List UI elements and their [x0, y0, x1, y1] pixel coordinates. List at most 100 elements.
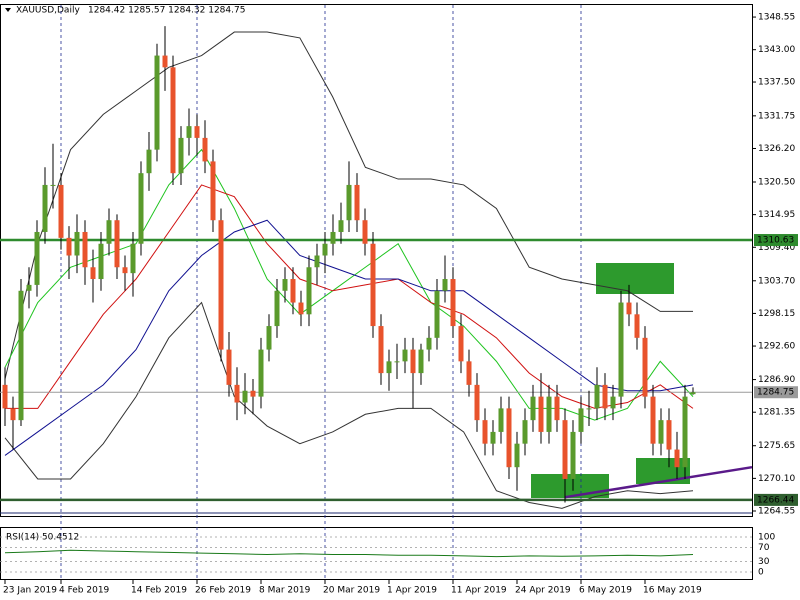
candle-body: [522, 420, 528, 444]
candle-body: [330, 231, 336, 244]
candle-body: [322, 243, 328, 256]
level-label: 1284.75: [757, 388, 794, 398]
candle-body: [554, 396, 560, 421]
candle-body: [506, 408, 512, 468]
candle-body: [2, 384, 8, 409]
indicator-line: [4, 219, 694, 456]
x-tick-label: 14 Feb 2019: [131, 586, 187, 596]
candle-body: [186, 126, 192, 138]
candle-body: [378, 326, 384, 374]
candle-body: [458, 326, 464, 362]
candle-body: [490, 431, 496, 444]
candle-body: [538, 396, 544, 432]
y-tick-label: 1275.65: [758, 441, 795, 451]
y-tick-label: 1314.95: [758, 210, 795, 220]
candle-body: [362, 220, 368, 244]
candle-body: [202, 137, 208, 162]
y-tick-label: 1298.15: [758, 309, 795, 319]
candle-body: [210, 161, 216, 221]
candle-body: [602, 384, 608, 409]
candle-body: [162, 55, 168, 68]
candle-body: [98, 243, 104, 280]
candle-body: [682, 396, 688, 468]
y-tick-label: 1286.90: [758, 375, 795, 385]
y-tick-label: 1337.50: [758, 78, 795, 88]
level-label-box: [754, 386, 798, 399]
candle-body: [410, 349, 416, 374]
candle-body: [26, 284, 32, 291]
menu-arrow[interactable]: [5, 8, 11, 12]
candle-body: [314, 255, 320, 268]
candle-body: [578, 408, 584, 432]
candle-body: [594, 384, 600, 409]
candle-body: [74, 231, 80, 256]
x-tick-label: 24 Apr 2019: [515, 586, 571, 596]
candle-body: [170, 67, 176, 174]
rsi-label: RSI(14) 50.4512: [6, 533, 79, 543]
candle-body: [66, 237, 72, 256]
x-tick-label: 6 May 2019: [579, 586, 632, 596]
candle-body: [146, 149, 152, 174]
candle-body: [650, 396, 656, 444]
y-tick-label: 1292.60: [758, 342, 795, 352]
candle-body: [250, 390, 256, 397]
candle-body: [434, 290, 440, 338]
candle-body: [482, 420, 488, 444]
x-tick-label: 16 May 2019: [643, 586, 702, 596]
candle-body: [10, 408, 16, 421]
level-label: 1310.63: [757, 236, 794, 246]
candle-body: [442, 279, 448, 291]
candle-body: [298, 302, 304, 315]
level-label: 1266.44: [757, 495, 794, 505]
candle-body: [338, 220, 344, 232]
candle-body: [58, 184, 64, 238]
candle-body: [282, 279, 288, 291]
chart-title: XAUUSD,Daily: [16, 6, 80, 16]
candle-body: [354, 184, 360, 221]
y-tick-label: 1281.35: [758, 408, 795, 418]
candle-body: [226, 349, 232, 385]
candle-body: [122, 267, 128, 274]
indicator-line: [4, 148, 694, 421]
indicator-line: [5, 184, 694, 409]
x-tick-label: 26 Feb 2019: [195, 586, 251, 596]
zone: [531, 474, 609, 498]
x-tick-label: 4 Feb 2019: [59, 586, 110, 596]
candle-body: [666, 420, 672, 450]
y-tick-label: 1320.50: [758, 177, 795, 187]
x-tick-label: 20 Mar 2019: [323, 586, 380, 596]
candle-body: [642, 337, 648, 397]
y-tick-label: 1326.20: [758, 144, 795, 154]
candle-body: [138, 173, 144, 244]
candle-body: [18, 290, 24, 421]
candle-body: [610, 396, 616, 409]
indicator-line: [4, 301, 694, 509]
candle-body: [514, 443, 520, 468]
rsi-tick-label: 70: [758, 543, 770, 553]
candle-body: [258, 349, 264, 397]
candle-body: [530, 396, 536, 421]
level-label-box: [754, 493, 798, 506]
candle-body: [690, 392, 696, 395]
level-label-box: [754, 234, 798, 247]
candle-body: [562, 420, 568, 479]
candle-body: [242, 390, 248, 403]
candle-body: [394, 361, 400, 363]
rsi-tick-label: 30: [758, 557, 770, 567]
rsi-line: [4, 549, 694, 558]
candle-body: [106, 220, 112, 244]
rsi-tick-label: 0: [758, 568, 764, 578]
candle-body: [50, 184, 56, 186]
candle-body: [426, 337, 432, 350]
candle-body: [474, 384, 480, 421]
candle-body: [194, 126, 200, 138]
indicator-line: [4, 31, 693, 380]
rsi-frame: [0, 527, 753, 580]
y-tick-label: 1331.75: [758, 111, 795, 121]
candle-body: [266, 326, 272, 350]
candle-body: [618, 302, 624, 397]
y-tick-label: 1348.55: [758, 13, 795, 23]
y-tick-label: 1343.00: [758, 45, 795, 55]
